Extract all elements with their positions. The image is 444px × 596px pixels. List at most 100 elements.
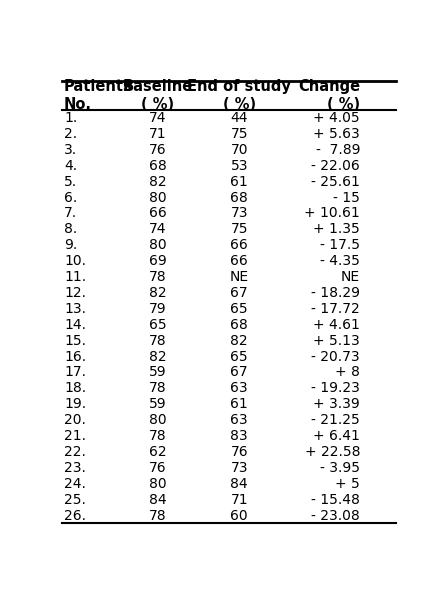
Text: 68: 68 xyxy=(149,159,166,173)
Text: 61: 61 xyxy=(230,175,248,189)
Text: - 21.25: - 21.25 xyxy=(311,413,360,427)
Text: 65: 65 xyxy=(230,349,248,364)
Text: 7.: 7. xyxy=(64,206,77,221)
Text: - 3.95: - 3.95 xyxy=(320,461,360,475)
Text: 26.: 26. xyxy=(64,508,86,523)
Text: NE: NE xyxy=(230,270,249,284)
Text: 78: 78 xyxy=(149,508,166,523)
Text: 24.: 24. xyxy=(64,477,86,491)
Text: 66: 66 xyxy=(149,206,166,221)
Text: -  7.89: - 7.89 xyxy=(316,143,360,157)
Text: 71: 71 xyxy=(230,493,248,507)
Text: 17.: 17. xyxy=(64,365,86,380)
Text: 70: 70 xyxy=(230,143,248,157)
Text: 84: 84 xyxy=(149,493,166,507)
Text: - 17.72: - 17.72 xyxy=(311,302,360,316)
Text: 78: 78 xyxy=(149,270,166,284)
Text: 5.: 5. xyxy=(64,175,77,189)
Text: 4.: 4. xyxy=(64,159,77,173)
Text: Baseline
( %): Baseline ( %) xyxy=(123,79,193,111)
Text: 6.: 6. xyxy=(64,191,77,204)
Text: 82: 82 xyxy=(149,349,166,364)
Text: 74: 74 xyxy=(149,222,166,237)
Text: - 15.48: - 15.48 xyxy=(311,493,360,507)
Text: + 22.58: + 22.58 xyxy=(305,445,360,459)
Text: 18.: 18. xyxy=(64,381,86,395)
Text: 10.: 10. xyxy=(64,254,86,268)
Text: 80: 80 xyxy=(149,191,166,204)
Text: 8.: 8. xyxy=(64,222,77,237)
Text: + 8: + 8 xyxy=(335,365,360,380)
Text: 80: 80 xyxy=(149,477,166,491)
Text: + 5: + 5 xyxy=(335,477,360,491)
Text: 53: 53 xyxy=(230,159,248,173)
Text: 84: 84 xyxy=(230,477,248,491)
Text: 23.: 23. xyxy=(64,461,86,475)
Text: - 17.5: - 17.5 xyxy=(320,238,360,252)
Text: 67: 67 xyxy=(230,286,248,300)
Text: - 25.61: - 25.61 xyxy=(311,175,360,189)
Text: 20.: 20. xyxy=(64,413,86,427)
Text: 83: 83 xyxy=(230,429,248,443)
Text: - 20.73: - 20.73 xyxy=(311,349,360,364)
Text: 67: 67 xyxy=(230,365,248,380)
Text: 16.: 16. xyxy=(64,349,86,364)
Text: 76: 76 xyxy=(149,143,166,157)
Text: 2.: 2. xyxy=(64,127,77,141)
Text: 82: 82 xyxy=(230,334,248,347)
Text: 44: 44 xyxy=(230,111,248,125)
Text: 15.: 15. xyxy=(64,334,86,347)
Text: + 3.39: + 3.39 xyxy=(313,397,360,411)
Text: 1.: 1. xyxy=(64,111,77,125)
Text: 66: 66 xyxy=(230,238,248,252)
Text: 82: 82 xyxy=(149,175,166,189)
Text: - 19.23: - 19.23 xyxy=(311,381,360,395)
Text: 71: 71 xyxy=(149,127,166,141)
Text: 80: 80 xyxy=(149,413,166,427)
Text: 76: 76 xyxy=(149,461,166,475)
Text: 61: 61 xyxy=(230,397,248,411)
Text: 79: 79 xyxy=(149,302,166,316)
Text: - 23.08: - 23.08 xyxy=(311,508,360,523)
Text: + 4.05: + 4.05 xyxy=(313,111,360,125)
Text: 11.: 11. xyxy=(64,270,86,284)
Text: 13.: 13. xyxy=(64,302,86,316)
Text: - 22.06: - 22.06 xyxy=(311,159,360,173)
Text: 78: 78 xyxy=(149,381,166,395)
Text: 78: 78 xyxy=(149,334,166,347)
Text: 62: 62 xyxy=(149,445,166,459)
Text: 76: 76 xyxy=(230,445,248,459)
Text: 68: 68 xyxy=(230,318,248,332)
Text: 74: 74 xyxy=(149,111,166,125)
Text: 82: 82 xyxy=(149,286,166,300)
Text: 63: 63 xyxy=(230,381,248,395)
Text: + 5.13: + 5.13 xyxy=(313,334,360,347)
Text: 63: 63 xyxy=(230,413,248,427)
Text: 60: 60 xyxy=(230,508,248,523)
Text: 3.: 3. xyxy=(64,143,77,157)
Text: 75: 75 xyxy=(230,222,248,237)
Text: 75: 75 xyxy=(230,127,248,141)
Text: + 4.61: + 4.61 xyxy=(313,318,360,332)
Text: Patients
No.: Patients No. xyxy=(64,79,133,111)
Text: 68: 68 xyxy=(230,191,248,204)
Text: 19.: 19. xyxy=(64,397,86,411)
Text: 59: 59 xyxy=(149,397,166,411)
Text: 22.: 22. xyxy=(64,445,86,459)
Text: + 10.61: + 10.61 xyxy=(304,206,360,221)
Text: 78: 78 xyxy=(149,429,166,443)
Text: 66: 66 xyxy=(230,254,248,268)
Text: 14.: 14. xyxy=(64,318,86,332)
Text: End of study
( %): End of study ( %) xyxy=(187,79,291,111)
Text: 65: 65 xyxy=(230,302,248,316)
Text: + 1.35: + 1.35 xyxy=(313,222,360,237)
Text: + 5.63: + 5.63 xyxy=(313,127,360,141)
Text: 80: 80 xyxy=(149,238,166,252)
Text: 21.: 21. xyxy=(64,429,86,443)
Text: Change
( %): Change ( %) xyxy=(298,79,360,111)
Text: 59: 59 xyxy=(149,365,166,380)
Text: 25.: 25. xyxy=(64,493,86,507)
Text: + 6.41: + 6.41 xyxy=(313,429,360,443)
Text: - 18.29: - 18.29 xyxy=(311,286,360,300)
Text: 73: 73 xyxy=(230,206,248,221)
